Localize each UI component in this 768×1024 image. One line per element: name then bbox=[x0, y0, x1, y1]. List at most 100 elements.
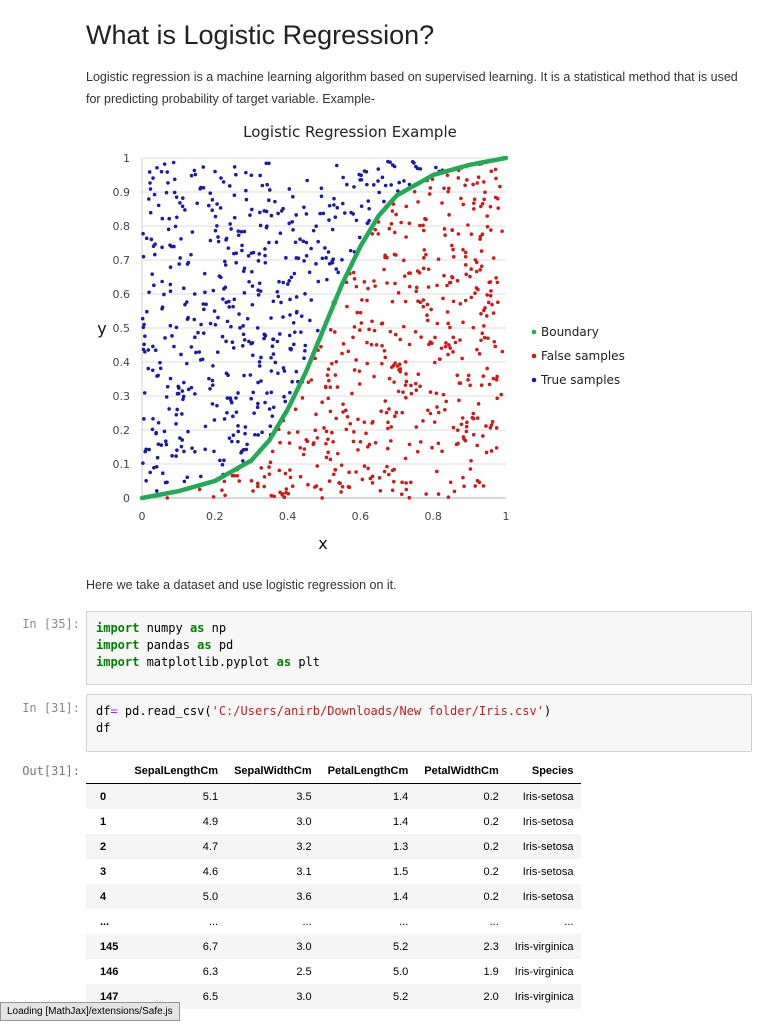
code-token: pandas bbox=[139, 638, 198, 652]
true-sample-point bbox=[151, 244, 156, 249]
y-tick-label: 0.3 bbox=[113, 390, 131, 403]
true-sample-point bbox=[189, 173, 194, 178]
true-sample-point bbox=[210, 402, 215, 406]
false-sample-point bbox=[391, 479, 396, 484]
true-sample-point bbox=[192, 292, 197, 296]
false-sample-point bbox=[479, 264, 484, 269]
true-sample-point bbox=[386, 159, 390, 164]
false-sample-point bbox=[324, 455, 329, 460]
true-sample-point bbox=[165, 384, 170, 389]
true-sample-point bbox=[225, 319, 230, 324]
true-sample-point bbox=[265, 391, 269, 395]
false-sample-point bbox=[459, 196, 463, 201]
true-sample-point bbox=[341, 175, 345, 180]
false-sample-point bbox=[365, 361, 370, 366]
table-cell: Iris-setosa bbox=[522, 890, 574, 903]
false-sample-point bbox=[445, 283, 449, 288]
true-sample-point bbox=[228, 222, 232, 226]
true-sample-point bbox=[263, 260, 268, 265]
code-token: 'C:/Users/anirb/Downloads/New folder/Iri… bbox=[211, 704, 544, 718]
true-sample-point bbox=[258, 210, 262, 215]
true-sample-point bbox=[201, 302, 206, 306]
false-sample-point bbox=[249, 478, 254, 483]
true-sample-point bbox=[183, 302, 187, 307]
true-sample-point bbox=[150, 368, 155, 373]
code-input[interactable]: import numpy as np import pandas as pd imp… bbox=[87, 612, 751, 679]
true-sample-point bbox=[256, 259, 261, 263]
false-sample-point bbox=[315, 464, 320, 468]
false-sample-point bbox=[478, 268, 482, 272]
true-sample-point bbox=[241, 324, 245, 328]
table-cell: 5.0 bbox=[393, 965, 409, 978]
table-cell: 5.1 bbox=[202, 790, 219, 803]
false-sample-point bbox=[389, 439, 393, 443]
false-sample-point bbox=[479, 383, 484, 387]
true-sample-point bbox=[234, 172, 238, 177]
true-sample-point bbox=[218, 206, 223, 210]
false-sample-point bbox=[392, 230, 397, 235]
column-header: PetalWidthCm bbox=[416, 758, 507, 784]
true-sample-point bbox=[290, 379, 294, 384]
false-sample-point bbox=[393, 281, 397, 286]
true-sample-point bbox=[242, 373, 246, 378]
true-sample-point bbox=[181, 397, 185, 402]
false-sample-point bbox=[461, 320, 465, 325]
y-tick-label: 0.5 bbox=[113, 322, 131, 335]
false-sample-point bbox=[384, 410, 389, 415]
true-sample-point bbox=[146, 348, 151, 352]
false-sample-point bbox=[451, 255, 456, 259]
false-sample-point bbox=[414, 388, 419, 392]
table-cell: Iris-setosa bbox=[522, 790, 574, 803]
code-cell-read-csv[interactable]: df= pd.read_csv('C:/Users/anirb/Download… bbox=[86, 694, 752, 752]
false-sample-point bbox=[418, 300, 423, 305]
false-sample-point bbox=[403, 299, 408, 304]
false-sample-point bbox=[398, 337, 403, 342]
row-index: 2 bbox=[100, 840, 107, 853]
code-cell-imports[interactable]: import numpy as np import pandas as pd imp… bbox=[86, 611, 752, 685]
false-sample-point bbox=[367, 327, 371, 332]
true-sample-point bbox=[238, 326, 242, 330]
false-sample-point bbox=[493, 344, 498, 349]
false-sample-point bbox=[469, 458, 473, 463]
false-sample-point bbox=[440, 449, 444, 454]
false-sample-point bbox=[465, 420, 469, 425]
false-sample-point bbox=[473, 258, 478, 262]
false-sample-point bbox=[494, 275, 498, 280]
true-sample-point bbox=[330, 259, 334, 264]
false-sample-point bbox=[262, 484, 267, 489]
row-index: 146 bbox=[100, 965, 119, 978]
true-sample-point bbox=[239, 230, 244, 234]
false-sample-point bbox=[372, 374, 376, 379]
false-sample-point bbox=[392, 467, 396, 472]
false-sample-point bbox=[479, 338, 483, 343]
false-sample-point bbox=[476, 175, 481, 179]
false-sample-point bbox=[341, 410, 345, 414]
true-sample-point bbox=[247, 339, 251, 344]
true-sample-point bbox=[240, 248, 244, 253]
false-sample-point bbox=[280, 492, 285, 496]
true-sample-point bbox=[326, 250, 331, 254]
true-sample-point bbox=[170, 334, 174, 338]
false-sample-point bbox=[443, 407, 447, 412]
false-sample-point bbox=[436, 257, 441, 262]
true-sample-point bbox=[418, 167, 423, 171]
true-sample-point bbox=[190, 230, 195, 234]
false-sample-point bbox=[483, 190, 487, 195]
false-sample-point bbox=[314, 412, 318, 417]
true-sample-point bbox=[256, 401, 260, 406]
false-sample-point bbox=[418, 384, 422, 389]
false-sample-point bbox=[413, 381, 418, 386]
true-sample-point bbox=[164, 395, 169, 399]
false-sample-point bbox=[387, 376, 392, 381]
true-sample-point bbox=[159, 443, 164, 447]
false-sample-point bbox=[394, 410, 399, 415]
true-sample-point bbox=[202, 307, 206, 312]
true-sample-point bbox=[166, 181, 170, 185]
y-tick-label: 1 bbox=[123, 152, 130, 165]
true-sample-point bbox=[282, 394, 286, 399]
true-sample-point bbox=[210, 378, 215, 383]
false-sample-point bbox=[456, 441, 460, 446]
false-sample-point bbox=[435, 405, 439, 409]
code-input[interactable]: df= pd.read_csv('C:/Users/anirb/Download… bbox=[87, 695, 751, 745]
true-sample-point bbox=[303, 349, 307, 353]
